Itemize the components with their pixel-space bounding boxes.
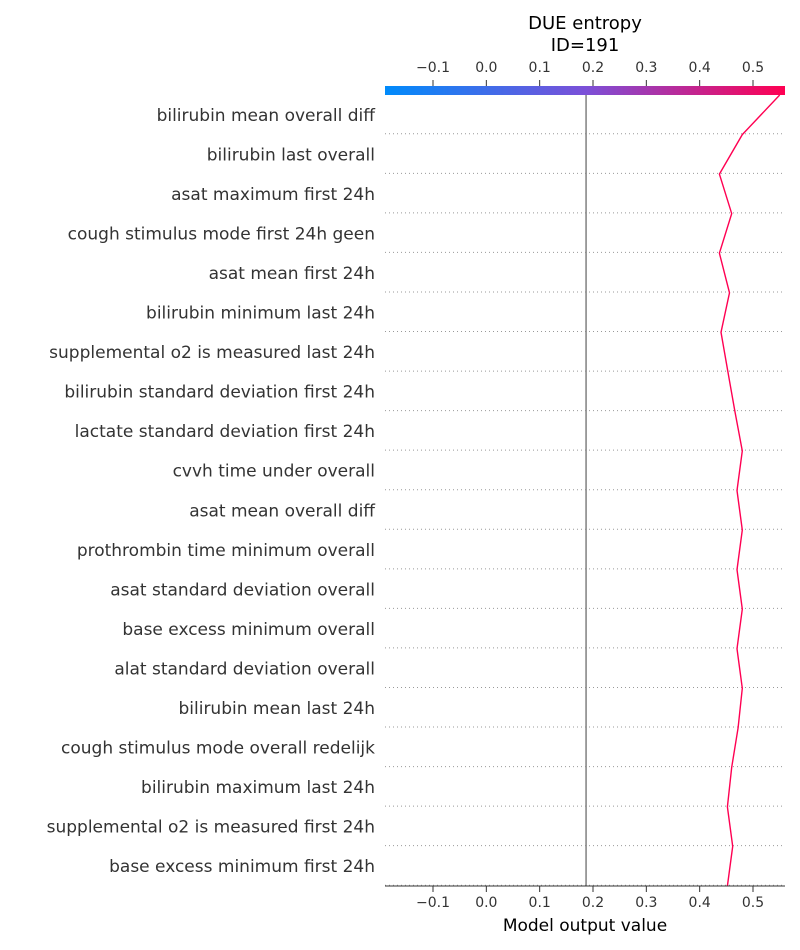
feature-label: supplemental o2 is measured last 24h [49,343,375,363]
feature-label: alat standard deviation overall [114,659,375,679]
top-tick-label: 0.0 [475,60,497,76]
bottom-axis: −0.1 0.0 0.1 0.2 0.3 0.4 0.5 [416,886,764,911]
feature-label: base excess minimum first 24h [109,857,375,877]
top-tick-label: −0.1 [416,60,450,76]
top-axis: −0.1 0.0 0.1 0.2 0.3 0.4 0.5 [416,60,764,86]
bottom-tick-label: 0.4 [689,895,711,911]
top-tick-label: 0.3 [635,60,657,76]
top-tick-label: 0.1 [529,60,551,76]
feature-label: base excess minimum overall [122,620,375,640]
top-tick-label: 0.4 [689,60,711,76]
feature-label: bilirubin standard deviation first 24h [64,383,375,403]
chart-title: DUE entropy [528,13,642,34]
feature-label: lactate standard deviation first 24h [75,422,375,442]
colorbar [385,86,785,95]
bottom-tick-label: −0.1 [416,895,450,911]
bottom-tick-label: 0.5 [742,895,764,911]
bottom-tick-label: 0.0 [475,895,497,911]
feature-gridlines [385,133,785,886]
top-tick-label: 0.2 [582,60,604,76]
feature-label: bilirubin mean overall diff [157,106,377,126]
feature-labels: bilirubin mean overall diff bilirubin las… [47,106,377,877]
feature-label: supplemental o2 is measured first 24h [47,818,375,838]
bottom-tick-label: 0.2 [582,895,604,911]
feature-label: asat standard deviation overall [110,580,375,600]
feature-label: bilirubin maximum last 24h [141,778,375,798]
feature-label: asat maximum first 24h [171,185,375,205]
x-axis-label: Model output value [503,916,667,936]
feature-label: bilirubin mean last 24h [178,699,375,719]
feature-label: cough stimulus mode overall redelijk [61,739,375,759]
feature-label: bilirubin minimum last 24h [146,304,375,324]
feature-label: asat mean overall diff [189,501,376,521]
chart-subtitle: ID=191 [551,35,620,56]
feature-label: cough stimulus mode first 24h geen [68,224,375,244]
feature-label: cvvh time under overall [173,462,375,482]
bottom-tick-label: 0.3 [635,895,657,911]
feature-label: asat mean first 24h [209,264,375,284]
top-tick-label: 0.5 [742,60,764,76]
feature-label: bilirubin last overall [207,145,375,165]
decision-path-line [718,94,781,887]
feature-label: prothrombin time minimum overall [77,541,375,561]
bottom-tick-label: 0.1 [529,895,551,911]
